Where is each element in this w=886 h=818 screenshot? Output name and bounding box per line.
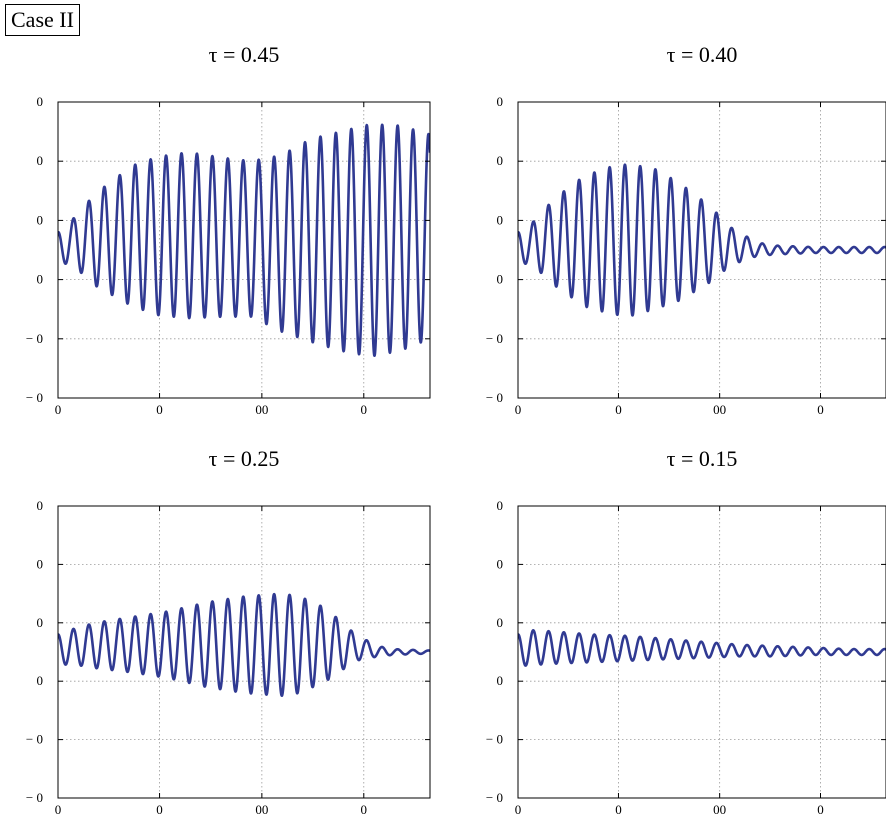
y-tick-label: 0 [497, 212, 504, 227]
chart-title: τ = 0.25 [209, 446, 280, 471]
y-tick-label: − 0 [26, 331, 43, 346]
x-tick-label: 0 [361, 402, 368, 417]
series-line [58, 123, 430, 358]
x-tick-label: 0 [515, 802, 522, 817]
y-tick-label: − 0 [26, 390, 43, 405]
x-tick-label: 0 [55, 802, 62, 817]
x-tick-label: 0 [361, 802, 368, 817]
y-tick-label: 0 [37, 673, 44, 688]
x-tick-label: 0 [55, 402, 62, 417]
y-tick-label: − 0 [486, 390, 503, 405]
chart-title: τ = 0.15 [667, 446, 738, 471]
y-tick-label: 0 [37, 498, 44, 513]
y-tick-label: − 0 [486, 732, 503, 747]
case-label: Case II [5, 4, 80, 36]
axes-frame [57, 101, 431, 399]
y-tick-label: 0 [497, 556, 504, 571]
y-tick-label: 0 [37, 212, 44, 227]
x-tick-label: 0 [156, 802, 163, 817]
y-tick-label: 0 [37, 272, 44, 287]
x-tick-label: 00 [713, 402, 726, 417]
chart-title: τ = 0.45 [209, 42, 280, 67]
y-tick-label: 0 [37, 94, 44, 109]
x-tick-label: 0 [156, 402, 163, 417]
y-tick-label: 0 [497, 498, 504, 513]
y-tick-label: 0 [497, 615, 504, 630]
series-line [58, 592, 430, 697]
y-tick-label: 0 [37, 556, 44, 571]
chart-title: τ = 0.40 [667, 42, 738, 67]
x-tick-label: 0 [817, 802, 824, 817]
series-line [518, 629, 886, 667]
x-tick-label: 00 [713, 802, 726, 817]
y-tick-label: − 0 [26, 732, 43, 747]
x-tick-label: 0 [515, 402, 522, 417]
x-tick-label: 0 [817, 402, 824, 417]
x-tick-label: 00 [255, 802, 268, 817]
y-tick-label: − 0 [486, 790, 503, 805]
y-tick-label: 0 [497, 153, 504, 168]
y-tick-label: 0 [497, 673, 504, 688]
x-tick-label: 0 [615, 402, 622, 417]
y-tick-label: 0 [37, 615, 44, 630]
series-line [518, 163, 886, 317]
axes-frame [517, 101, 886, 399]
x-tick-label: 0 [615, 802, 622, 817]
axes-frame [57, 505, 431, 799]
y-tick-label: 0 [497, 94, 504, 109]
y-tick-label: − 0 [486, 331, 503, 346]
y-tick-label: 0 [37, 153, 44, 168]
x-tick-label: 00 [255, 402, 268, 417]
y-tick-label: − 0 [26, 790, 43, 805]
y-tick-label: 0 [497, 272, 504, 287]
axes-frame [517, 505, 886, 799]
